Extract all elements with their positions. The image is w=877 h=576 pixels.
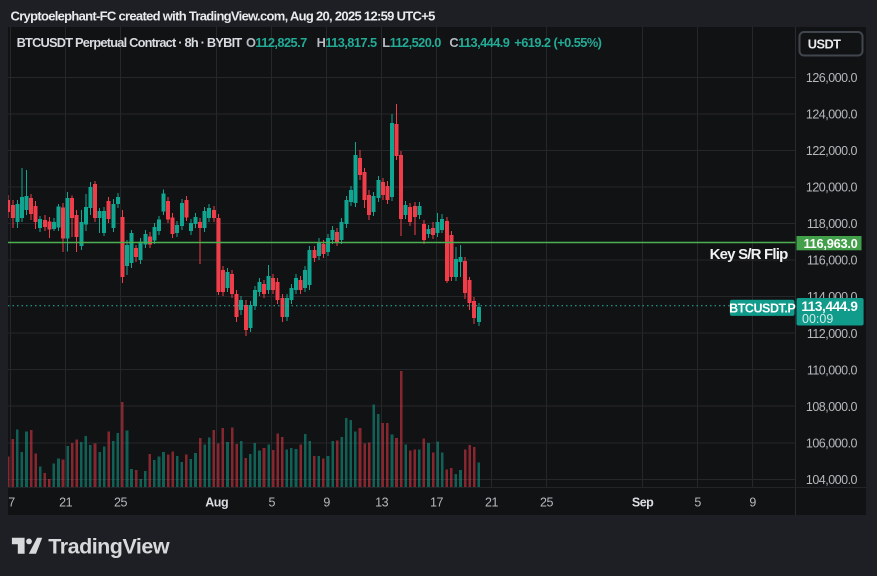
svg-text:5: 5 [694, 495, 701, 509]
svg-text:Aug: Aug [205, 495, 228, 509]
svg-text:BTCUSDT.P: BTCUSDT.P [729, 301, 795, 315]
svg-text:Key S/R Flip: Key S/R Flip [710, 246, 789, 263]
svg-text:BTCUSDT Perpetual Contract · 8: BTCUSDT Perpetual Contract · 8h · BYBIT [17, 35, 243, 50]
svg-text:108,000.0: 108,000.0 [806, 400, 858, 414]
svg-text:TradingView: TradingView [48, 534, 170, 558]
svg-text:116,000.0: 116,000.0 [807, 254, 858, 268]
svg-text:21: 21 [485, 495, 498, 509]
svg-text:00:09: 00:09 [802, 312, 833, 326]
svg-text:21: 21 [59, 495, 72, 509]
svg-text:USDT: USDT [808, 36, 841, 51]
svg-text:Cryptoelephant-FC created with: Cryptoelephant-FC created with TradingVi… [11, 8, 436, 23]
svg-text:120,000.0: 120,000.0 [806, 181, 858, 195]
svg-text:H113,817.5: H113,817.5 [317, 35, 377, 50]
svg-text:9: 9 [749, 495, 756, 509]
svg-text:25: 25 [540, 495, 553, 509]
svg-text:7: 7 [8, 495, 15, 509]
svg-text:5: 5 [268, 495, 275, 509]
svg-text:Sep: Sep [632, 495, 654, 509]
svg-text:13: 13 [375, 495, 388, 509]
svg-text:110,000.0: 110,000.0 [807, 363, 858, 377]
svg-text:C113,444.9: C113,444.9 [449, 35, 509, 50]
svg-text:25: 25 [114, 495, 127, 509]
svg-text:124,000.0: 124,000.0 [806, 108, 858, 122]
svg-text:118,000.0: 118,000.0 [807, 217, 858, 231]
svg-text:L112,520.0: L112,520.0 [382, 35, 441, 50]
svg-text:122,000.0: 122,000.0 [806, 144, 858, 158]
svg-text:+619.2 (+0.55%): +619.2 (+0.55%) [514, 35, 601, 50]
svg-text:106,000.0: 106,000.0 [806, 436, 858, 450]
svg-text:126,000.0: 126,000.0 [806, 71, 858, 85]
svg-text:17: 17 [430, 495, 443, 509]
svg-text:112,000.0: 112,000.0 [807, 327, 858, 341]
svg-text:9: 9 [323, 495, 330, 509]
svg-text:113,444.9: 113,444.9 [801, 299, 857, 314]
svg-text:116,963.0: 116,963.0 [804, 236, 858, 251]
svg-text:104,000.0: 104,000.0 [806, 473, 858, 487]
svg-text:O112,825.7: O112,825.7 [246, 35, 307, 50]
